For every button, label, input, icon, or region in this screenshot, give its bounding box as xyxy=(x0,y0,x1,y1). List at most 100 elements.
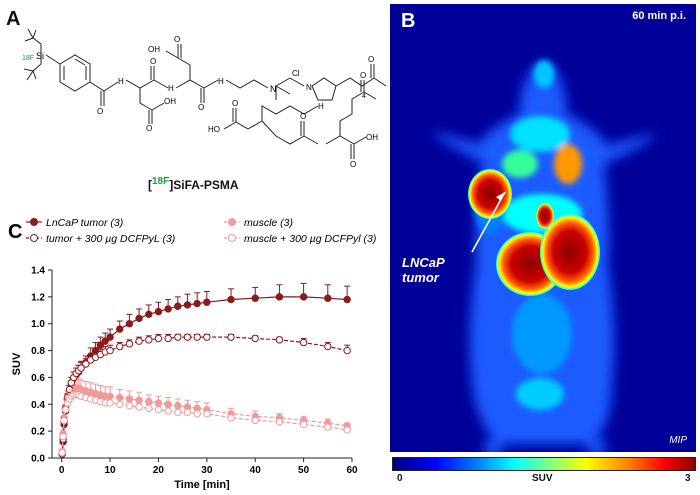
tumor-label: LNCaP tumor xyxy=(402,255,445,285)
panel-letter-c: C xyxy=(8,221,22,243)
tumor-arrow xyxy=(471,191,506,253)
data-point xyxy=(164,334,172,343)
y-tick-label: 0.2 xyxy=(31,427,45,438)
chloride-label: Cl xyxy=(292,69,300,78)
x-tick-label: 40 xyxy=(250,465,262,476)
legend-entry-0: LnCaP tumor (3) xyxy=(26,217,123,229)
y-tick-label: 0.8 xyxy=(31,346,45,357)
chart-plot-area xyxy=(58,282,351,458)
colorbar-min-label: 0 xyxy=(397,473,403,484)
data-point xyxy=(125,320,134,328)
data-point xyxy=(183,333,192,341)
data-point xyxy=(106,346,114,355)
data-point xyxy=(343,295,351,304)
data-point xyxy=(227,414,235,422)
data-point xyxy=(116,342,124,351)
suv-colorbar xyxy=(392,457,696,471)
data-point xyxy=(125,401,134,410)
colorbar-title: SUV xyxy=(532,473,553,484)
data-point xyxy=(251,334,259,343)
data-point xyxy=(116,325,124,333)
data-point xyxy=(203,333,211,341)
isotope-label: 18F xyxy=(22,55,34,62)
legend-label: tumor + 300 µg DCFPyL (3) xyxy=(46,233,175,245)
legend-marker xyxy=(228,234,236,242)
data-point xyxy=(135,337,143,345)
time-post-injection: 60 min p.i. xyxy=(632,10,686,22)
oh-label-1: OH xyxy=(164,97,176,106)
data-point xyxy=(164,305,172,313)
triazole-n-label: N xyxy=(306,83,312,92)
panel-b-pet-image: B 60 min p.i. LNCaP tumor MIP xyxy=(390,4,696,452)
data-point xyxy=(203,298,211,306)
data-point xyxy=(227,333,235,341)
oxygen-label-8: O xyxy=(300,112,306,121)
compound-bracket: [ xyxy=(148,178,152,192)
legend-entry-2: tumor + 300 µg DCFPyL (3) xyxy=(26,233,175,245)
si-atom-label: Si xyxy=(36,51,44,61)
data-point xyxy=(58,448,66,457)
data-point xyxy=(324,423,332,431)
data-point xyxy=(61,405,70,414)
tumor-hotspot xyxy=(468,169,512,219)
oxygen-label-6: O xyxy=(368,55,374,64)
legend-marker xyxy=(30,234,38,242)
y-tick-label: 0.0 xyxy=(31,454,45,465)
time-activity-chart: C LnCaP tumor (3) muscle (3) tumor + 300 µ… xyxy=(8,217,376,491)
panel-letter-a: A xyxy=(6,8,21,30)
data-point xyxy=(106,399,114,407)
data-point xyxy=(59,432,67,441)
oxygen-label-3: O xyxy=(146,124,152,133)
data-point xyxy=(193,299,201,308)
y-tick-label: 1.4 xyxy=(31,266,45,277)
data-point xyxy=(174,302,182,310)
panel-c-chart: C LnCaP tumor (3) muscle (3) tumor + 300 µ… xyxy=(0,210,388,491)
data-point xyxy=(275,293,284,301)
x-tick-label: 0 xyxy=(59,465,65,476)
data-point xyxy=(299,338,308,347)
compound-name: [18F]SiFA-PSMA xyxy=(148,176,239,192)
data-point xyxy=(96,341,105,349)
data-point xyxy=(251,294,259,302)
x-tick-label: 60 xyxy=(346,465,358,476)
colorbar-max-label: 3 xyxy=(685,473,691,484)
data-point xyxy=(145,310,153,319)
series-line xyxy=(61,296,348,455)
series-3 xyxy=(58,389,351,457)
data-point xyxy=(145,336,153,344)
tumor-label-line2: tumor xyxy=(402,270,439,285)
oxygen-label-9: O xyxy=(350,160,356,169)
data-point xyxy=(154,307,163,316)
legend-entry-1: muscle (3) xyxy=(224,217,293,229)
right-kidney-hotspot xyxy=(540,214,600,290)
data-point xyxy=(324,342,332,351)
data-point xyxy=(164,407,172,415)
data-point xyxy=(275,418,284,426)
data-point xyxy=(82,360,90,368)
nh-label-4: H xyxy=(318,102,324,111)
nh-label-2: H xyxy=(168,84,174,93)
data-point xyxy=(183,301,192,309)
structure-bonds xyxy=(23,28,387,159)
data-point xyxy=(145,404,153,413)
x-tick-label: 50 xyxy=(298,465,310,476)
panel-letter-b: B xyxy=(401,10,416,32)
legend-label: LnCaP tumor (3) xyxy=(46,217,123,229)
data-point xyxy=(183,408,192,417)
tumor-arrowhead xyxy=(496,192,505,201)
oxygen-label: O xyxy=(97,107,103,116)
oxygen-label-7: O xyxy=(232,99,238,108)
x-tick-label: 30 xyxy=(201,465,213,476)
tumor-label-line1: LNCaP xyxy=(402,255,445,270)
data-point xyxy=(135,314,143,323)
y-axis-label: SUV xyxy=(11,352,23,375)
data-point xyxy=(343,346,351,355)
chart-legend: LnCaP tumor (3) muscle (3) tumor + 300 µg … xyxy=(26,217,376,245)
data-point xyxy=(343,426,351,434)
nh-label-1: H xyxy=(118,77,124,86)
data-point xyxy=(106,333,114,341)
legend-marker xyxy=(228,218,236,226)
data-point xyxy=(174,333,182,341)
y-tick-label: 1.0 xyxy=(31,319,45,330)
pet-mip-image xyxy=(430,60,658,452)
